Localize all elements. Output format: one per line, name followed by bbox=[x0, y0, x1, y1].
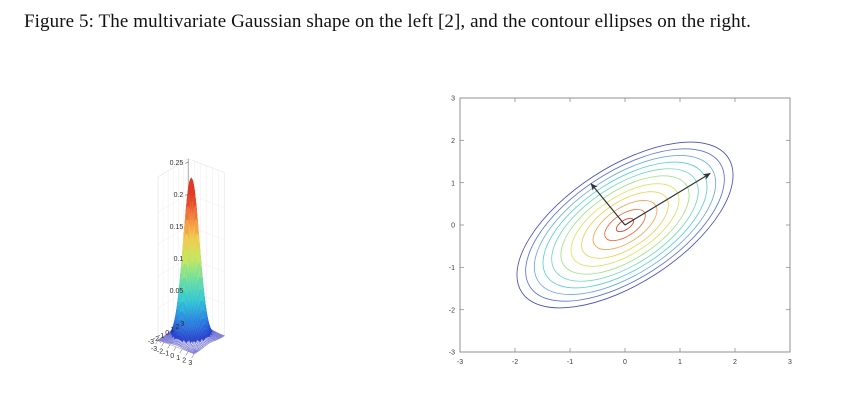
x-tick-label: 1 bbox=[678, 359, 682, 366]
x-tick bbox=[191, 353, 195, 358]
x-tick bbox=[155, 339, 159, 345]
minor-eigenvector bbox=[590, 183, 626, 226]
x-tick-label: -2 bbox=[157, 348, 163, 355]
y-tick-label: 1 bbox=[170, 327, 174, 334]
figure-row: 0.05 0.1 0.15 0.2 0.25 -3 -2 -1 0 1 2 3 3 2 1 0 -1 -2 -3 -… bbox=[0, 88, 864, 404]
contour-ring bbox=[560, 175, 690, 275]
x-tick-label: 3 bbox=[188, 360, 192, 367]
x-tick-label: -3 bbox=[457, 359, 463, 366]
x-tick-label: -1 bbox=[567, 359, 573, 366]
contour-ring bbox=[592, 200, 658, 250]
x-tick bbox=[179, 349, 183, 354]
y-tick bbox=[157, 339, 162, 344]
gaussian-contour-figure: -3 -2 -1 0 1 2 3 -3 -2 -1 0 1 2 3 bbox=[440, 88, 820, 388]
z-tick-label: 0.05 bbox=[170, 288, 184, 295]
contour-ring bbox=[604, 208, 646, 242]
gaussian-surface-figure: 0.05 0.1 0.15 0.2 0.25 -3 -2 -1 0 1 2 3 3 2 1 0 -1 -2 -3 bbox=[40, 88, 460, 388]
y-tick-label: 3 bbox=[180, 321, 184, 328]
y-tick-label: 2 bbox=[451, 138, 455, 145]
contour-ring bbox=[516, 141, 734, 309]
x-tick-label: -2 bbox=[512, 359, 518, 366]
surface-cell bbox=[192, 352, 196, 355]
x-tick-label: -1 bbox=[163, 351, 169, 358]
x-tick-label: 0 bbox=[623, 359, 627, 366]
x-tick-label: 0 bbox=[170, 353, 174, 360]
y-tick-label: -2 bbox=[449, 307, 455, 314]
gaussian-contour-plot: -3 -2 -1 0 1 2 3 -3 -2 -1 0 1 2 3 bbox=[449, 96, 792, 366]
y-tick-label: -3 bbox=[148, 339, 154, 346]
y-tick-label: -2 bbox=[153, 336, 159, 343]
contour-tick-labels: -3 -2 -1 0 1 2 3 -3 -2 -1 0 1 2 3 bbox=[449, 96, 792, 366]
z-tick-label: 0.1 bbox=[174, 256, 184, 263]
contour-frame bbox=[459, 97, 791, 353]
y-tick-label: 1 bbox=[451, 180, 455, 187]
contour-ring bbox=[533, 155, 717, 295]
x-tick-label: -3 bbox=[151, 346, 157, 353]
contour-ring bbox=[525, 148, 725, 302]
eigenvector-arrows bbox=[590, 172, 711, 226]
x-tick bbox=[185, 351, 189, 356]
z-tick-label: 0.25 bbox=[170, 160, 184, 167]
y-tick-label: -1 bbox=[449, 265, 455, 272]
y-tick-label: 2 bbox=[175, 324, 179, 331]
major-eigenvector bbox=[624, 172, 711, 226]
z-tick bbox=[185, 161, 189, 164]
y-tick-label: 3 bbox=[451, 96, 455, 103]
contour-ring bbox=[570, 183, 680, 267]
x-tick bbox=[167, 344, 171, 349]
x-tick-label: 2 bbox=[182, 358, 186, 365]
y-tick-label: -3 bbox=[449, 350, 455, 357]
x-tick-label: 3 bbox=[788, 359, 792, 366]
figure-caption: Figure 5: The multivariate Gaussian shap… bbox=[24, 11, 751, 32]
x-tick-label: 2 bbox=[733, 359, 737, 366]
z-tick-label: 0.15 bbox=[170, 224, 184, 231]
x-tick-label: 1 bbox=[176, 355, 180, 362]
surface-mesh bbox=[157, 177, 226, 355]
y-tick-label: 0 bbox=[165, 330, 169, 337]
contour-ring bbox=[581, 191, 669, 259]
y-tick-label: -1 bbox=[158, 333, 164, 340]
z-tick-label: 0.2 bbox=[174, 192, 184, 199]
x-tick bbox=[173, 346, 177, 352]
contour-ring bbox=[551, 168, 699, 282]
y-tick-label: 0 bbox=[451, 223, 455, 230]
x-tick bbox=[161, 342, 165, 347]
